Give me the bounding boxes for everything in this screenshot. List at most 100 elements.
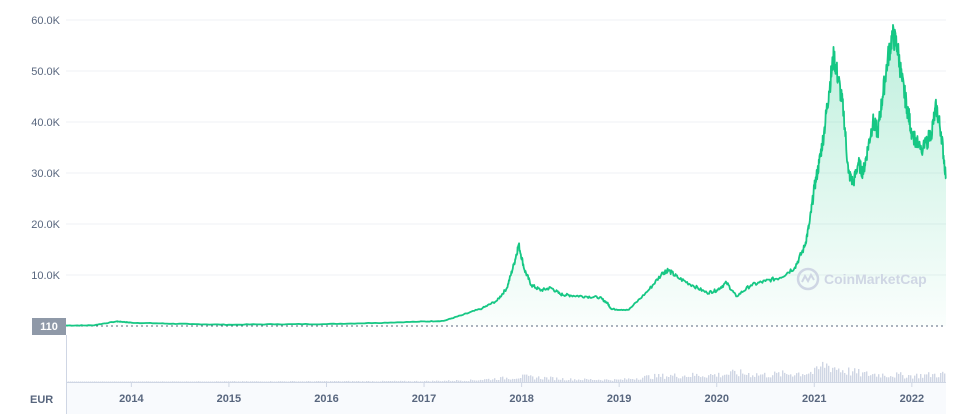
volume-bar xyxy=(524,374,526,382)
volume-bar xyxy=(872,374,874,382)
volume-bar xyxy=(816,366,818,382)
volume-bar xyxy=(126,381,128,382)
volume-bar xyxy=(142,381,144,382)
volume-bar xyxy=(176,381,178,382)
volume-bar xyxy=(630,379,632,382)
volume-bar xyxy=(626,379,628,382)
volume-bar xyxy=(512,378,514,382)
volume-bar xyxy=(362,381,364,382)
volume-bar xyxy=(834,367,836,382)
volume-bar xyxy=(504,379,506,382)
volume-bar xyxy=(218,381,220,382)
volume-bar xyxy=(394,380,396,382)
volume-bar xyxy=(200,381,202,382)
volume-bar xyxy=(526,374,528,382)
volume-bar xyxy=(468,381,470,382)
volume-bar xyxy=(158,381,160,382)
volume-bar xyxy=(720,377,722,382)
volume-bar xyxy=(656,377,658,382)
volume-bar xyxy=(644,375,646,382)
volume-bar xyxy=(354,381,356,382)
volume-bar xyxy=(782,370,784,382)
volume-bar xyxy=(680,378,682,382)
volume-bar xyxy=(290,381,292,382)
volume-bar xyxy=(498,380,500,382)
volume-bar xyxy=(798,372,800,382)
volume-bar xyxy=(120,381,122,382)
volume-bar xyxy=(376,381,378,382)
volume-bar xyxy=(276,381,278,382)
volume-bar xyxy=(520,378,522,382)
volume-bar xyxy=(602,380,604,382)
volume-bar xyxy=(328,381,330,382)
volume-bar xyxy=(564,380,566,382)
volume-bar xyxy=(364,381,366,382)
volume-bar xyxy=(918,378,920,382)
volume-bar xyxy=(90,381,92,382)
volume-bar xyxy=(148,381,150,382)
volume-bar xyxy=(826,363,828,382)
volume-bar xyxy=(748,373,750,382)
volume-bar xyxy=(220,381,222,382)
volume-bar xyxy=(886,377,888,382)
volume-bar xyxy=(378,381,380,382)
volume-bar xyxy=(930,377,932,382)
volume-bar xyxy=(684,375,686,382)
volume-bar xyxy=(414,381,416,382)
volume-bar xyxy=(892,376,894,382)
volume-bar xyxy=(932,374,934,382)
volume-bar xyxy=(920,374,922,382)
volume-bar xyxy=(136,381,138,382)
volume-bar xyxy=(728,374,730,382)
volume-bar xyxy=(698,375,700,382)
volume-bar xyxy=(914,375,916,382)
volume-bar xyxy=(122,381,124,382)
volume-bar xyxy=(332,381,334,382)
volume-bar xyxy=(474,380,476,382)
volume-bar xyxy=(744,374,746,382)
volume-bar xyxy=(636,378,638,382)
volume-bar xyxy=(836,369,838,382)
volume-bar xyxy=(314,381,316,382)
x-tick-label: 2021 xyxy=(802,393,826,405)
volume-bar xyxy=(302,381,304,382)
volume-bar xyxy=(140,381,142,382)
volume-bars xyxy=(66,361,946,382)
volume-bar xyxy=(854,368,856,382)
volume-bar xyxy=(890,376,892,382)
volume-bar xyxy=(210,381,212,382)
volume-bar xyxy=(862,372,864,382)
volume-bar xyxy=(830,372,832,382)
volume-bar xyxy=(726,374,728,382)
volume-bar xyxy=(214,381,216,382)
volume-bar xyxy=(700,377,702,382)
volume-bar xyxy=(396,381,398,382)
price-badge-value: 110 xyxy=(40,321,58,333)
volume-bar xyxy=(716,376,718,382)
volume-bar xyxy=(74,381,76,382)
volume-bar xyxy=(934,373,936,382)
volume-bar xyxy=(488,378,490,382)
volume-bar xyxy=(204,381,206,382)
watermark-text: CoinMarketCap xyxy=(824,271,927,287)
volume-bar xyxy=(516,378,518,382)
volume-bar xyxy=(842,370,844,382)
volume-bar xyxy=(844,373,846,382)
volume-bar xyxy=(556,377,558,382)
volume-bar xyxy=(318,381,320,382)
volume-bar xyxy=(240,381,242,382)
x-axis: 2014 2015 2016 2017 2018 2019 2020 2021 2022 xyxy=(66,335,946,414)
x-tick-label: 2018 xyxy=(509,393,533,405)
volume-bar xyxy=(536,377,538,382)
volume-bar xyxy=(654,373,656,382)
x-tick-label: 2017 xyxy=(412,393,436,405)
volume-bar xyxy=(754,376,756,382)
volume-bar xyxy=(824,367,826,382)
volume-bar xyxy=(338,381,340,382)
x-tick-label: 2015 xyxy=(217,393,241,405)
volume-bar xyxy=(904,378,906,382)
volume-bar xyxy=(610,380,612,382)
volume-bar xyxy=(572,380,574,382)
volume-bar xyxy=(358,381,360,382)
